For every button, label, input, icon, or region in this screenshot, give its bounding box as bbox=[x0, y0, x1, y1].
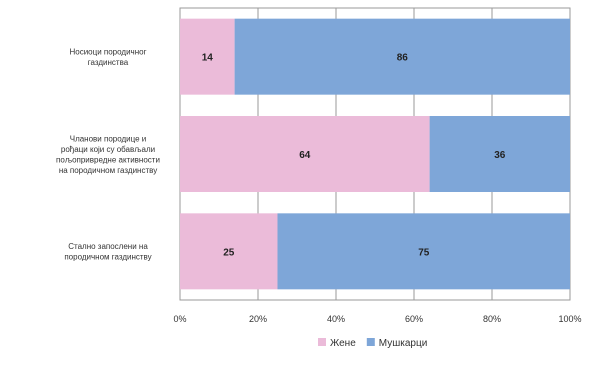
category-label: Носиоци породичног газдинства bbox=[69, 47, 146, 66]
category-labels: Носиоци породичног газдинства Чланови поро… bbox=[56, 47, 160, 261]
bars: 14 86 64 36 25 75 bbox=[180, 18, 570, 290]
legend: Жене Мушкарци bbox=[318, 338, 427, 349]
bar-segment-women bbox=[180, 18, 235, 95]
x-tick-label: 100% bbox=[558, 314, 581, 324]
x-tick-label: 80% bbox=[483, 314, 501, 324]
data-label: 25 bbox=[223, 247, 235, 258]
bar-segment-men bbox=[277, 213, 570, 290]
category-label: Чланови породице и рођаци који су обављал… bbox=[56, 134, 160, 175]
bar-segment-men bbox=[234, 18, 570, 95]
data-label: 64 bbox=[299, 150, 311, 161]
legend-swatch bbox=[366, 338, 375, 346]
x-tick-labels: 0% 20% 40% 60% 80% 100% bbox=[173, 314, 581, 324]
data-label: 36 bbox=[494, 150, 506, 161]
legend-swatch bbox=[318, 338, 326, 346]
x-tick-label: 0% bbox=[173, 314, 186, 324]
data-label: 14 bbox=[202, 53, 214, 64]
x-tick-label: 60% bbox=[405, 314, 423, 324]
legend-label: Жене bbox=[330, 338, 356, 349]
x-tick-label: 40% bbox=[327, 314, 345, 324]
category-label: Стално запослени на породичном газдинству bbox=[64, 242, 151, 262]
x-tick-label: 20% bbox=[249, 314, 267, 324]
data-label: 86 bbox=[397, 53, 409, 64]
bar-segment-men bbox=[429, 116, 570, 192]
bar-segment-women bbox=[180, 116, 430, 192]
data-label: 75 bbox=[418, 247, 430, 258]
legend-label: Мушкарци bbox=[379, 338, 428, 349]
bar-segment-women bbox=[180, 213, 278, 290]
